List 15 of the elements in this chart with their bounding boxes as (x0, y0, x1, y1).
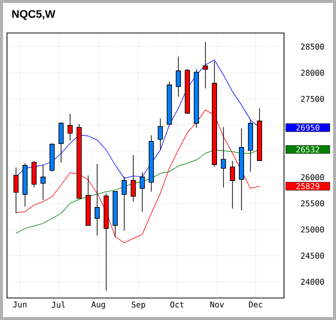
candlestick (122, 176, 127, 232)
candlestick (230, 160, 236, 210)
chart-title: NQC5,W (12, 10, 56, 20)
candlestick (176, 56, 181, 97)
candlestick (130, 154, 136, 202)
candlestick (94, 164, 100, 236)
candlestick (40, 164, 46, 200)
candlestick (58, 122, 64, 163)
line-series (16, 149, 260, 234)
candlestick (202, 42, 208, 89)
candlestick (68, 114, 73, 141)
candlestick (32, 160, 37, 188)
candlestick (220, 126, 226, 188)
candlestick (140, 172, 145, 212)
candlestick (158, 118, 163, 150)
